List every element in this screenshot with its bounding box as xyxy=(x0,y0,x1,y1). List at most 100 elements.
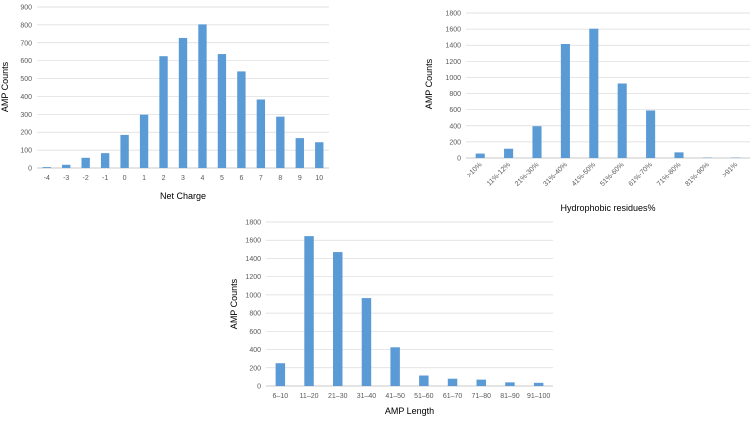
x-tick-label: 8 xyxy=(278,175,282,182)
bar-hydrophobic-5 xyxy=(617,83,627,158)
x-tick-label: 10 xyxy=(315,175,323,182)
bar-net-charge-6 xyxy=(159,56,168,168)
x-tick-label: 1 xyxy=(142,175,146,182)
y-tick-label: 0 xyxy=(457,156,461,163)
chart-net-charge: 0 100 200 300 400 500 600 700 800 900 -4 -3 -2 -1 0 1 2 3… xyxy=(0,5,329,201)
x-tick-label: 9 xyxy=(298,175,302,182)
bar-hydrophobic-4 xyxy=(589,28,599,159)
x-tick-label: >10% xyxy=(466,161,484,179)
x-tick-label: 6–10 xyxy=(273,393,289,400)
x-tick-label: 61–70 xyxy=(443,393,463,400)
y-tick-label: 400 xyxy=(249,347,261,354)
y-tick-label: 1000 xyxy=(445,75,461,82)
bar-net-charge-10 xyxy=(237,71,246,168)
y-tick-label: 1600 xyxy=(245,238,261,245)
x-tick-label: 11–20 xyxy=(300,393,319,400)
bar-net-charge-4 xyxy=(120,134,129,168)
y-tick-label: 900 xyxy=(20,5,32,12)
y-tick-label: 0 xyxy=(28,166,32,173)
x-tick-label: 41%-50% xyxy=(571,161,597,187)
bar-hydrophobic-7 xyxy=(674,152,684,158)
y-tick-label: 600 xyxy=(249,329,261,336)
bar-length-1 xyxy=(304,236,314,386)
bar-hydrophobic-2 xyxy=(532,126,542,158)
x-axis-title: Net Charge xyxy=(160,191,206,201)
y-axis-title: AMP Counts xyxy=(229,278,239,329)
bar-net-charge-5 xyxy=(139,114,149,168)
x-axis-title: Hydrophobic residues% xyxy=(560,203,655,213)
y-tick-label: 1600 xyxy=(445,27,461,34)
x-tick-label: -4 xyxy=(44,175,50,182)
bar-length-4 xyxy=(390,347,400,386)
bar-net-charge-7 xyxy=(178,37,188,168)
x-axis-title: AMP Length xyxy=(385,406,434,416)
bar-net-charge-13 xyxy=(295,138,304,168)
x-tick-label: 51–60 xyxy=(414,393,434,400)
y-tick-label: 500 xyxy=(20,76,32,83)
bar-net-charge-11 xyxy=(256,99,266,168)
y-tick-label: 100 xyxy=(20,148,32,155)
x-tick-label: 41–50 xyxy=(385,393,405,400)
y-tick-label: 800 xyxy=(20,22,32,29)
x-tick-label: -3 xyxy=(63,175,69,182)
bar-net-charge-14 xyxy=(315,142,324,168)
x-tick-label: 51%-60% xyxy=(599,161,625,187)
y-tick-label: 1400 xyxy=(245,256,261,263)
x-tick-label: 7 xyxy=(259,175,263,182)
chart-hydrophobic: 0 200 400 600 800 1000 1200 1400 1600 1800 >10% 11%… xyxy=(424,11,750,213)
x-tick-label: 31%-40% xyxy=(542,161,568,187)
x-tick-label: -1 xyxy=(102,175,108,182)
y-tick-label: 400 xyxy=(20,94,32,101)
x-tick-label: 61%-70% xyxy=(628,161,654,187)
bar-net-charge-9 xyxy=(217,54,227,169)
x-tick-label: 71–80 xyxy=(472,393,492,400)
bar-hydrophobic-3 xyxy=(560,44,570,159)
y-tick-label: 1200 xyxy=(445,59,461,66)
x-tick-label: 21–30 xyxy=(328,393,348,400)
x-tick-label: 4 xyxy=(201,175,205,182)
bar-net-charge-1 xyxy=(62,164,71,168)
x-tick-label: 5 xyxy=(220,175,224,182)
x-tick-label: >91% xyxy=(721,161,739,179)
x-tick-label: 0 xyxy=(123,175,127,182)
y-tick-label: 800 xyxy=(249,311,261,318)
y-tick-label: 200 xyxy=(20,130,32,137)
bar-net-charge-2 xyxy=(81,157,90,168)
bar-hydrophobic-6 xyxy=(646,110,656,158)
chart-length: 0 200 400 600 800 1000 1200 1400 1600 1800 6–10 11–… xyxy=(229,220,553,416)
bar-length-5 xyxy=(419,375,429,386)
bar-length-3 xyxy=(361,298,372,386)
y-tick-label: 200 xyxy=(449,139,461,146)
x-tick-label: 31–40 xyxy=(357,393,377,400)
y-tick-label: 1400 xyxy=(445,43,461,50)
y-tick-label: 0 xyxy=(257,384,261,391)
bar-length-9 xyxy=(533,382,544,386)
x-tick-label: 71%-80% xyxy=(656,161,682,187)
y-tick-label: 1800 xyxy=(445,11,461,18)
x-tick-label: 91–100 xyxy=(527,393,550,400)
x-tick-label: 11%-12% xyxy=(486,161,512,187)
bar-net-charge-3 xyxy=(100,153,110,168)
y-tick-label: 800 xyxy=(449,91,461,98)
y-tick-label: 1200 xyxy=(245,274,261,281)
bar-net-charge-0 xyxy=(42,167,51,168)
y-tick-label: 700 xyxy=(20,40,32,47)
bar-net-charge-8 xyxy=(198,24,207,169)
bar-length-8 xyxy=(505,382,515,386)
bar-hydrophobic-1 xyxy=(504,148,514,158)
bar-length-2 xyxy=(333,252,343,386)
x-tick-label: 3 xyxy=(181,175,185,182)
y-tick-label: 400 xyxy=(449,123,461,130)
y-tick-label: 200 xyxy=(249,365,261,372)
bar-length-7 xyxy=(476,379,486,386)
bar-hydrophobic-0 xyxy=(475,153,485,158)
y-tick-label: 1800 xyxy=(245,220,261,227)
y-tick-label: 600 xyxy=(20,58,32,65)
y-tick-label: 1000 xyxy=(245,292,261,299)
y-axis-title: AMP Counts xyxy=(0,61,10,112)
y-axis-title: AMP Counts xyxy=(424,58,434,109)
x-tick-label: 2 xyxy=(162,175,166,182)
y-tick-label: 300 xyxy=(20,112,32,119)
x-tick-label: 21%-30% xyxy=(514,161,540,187)
